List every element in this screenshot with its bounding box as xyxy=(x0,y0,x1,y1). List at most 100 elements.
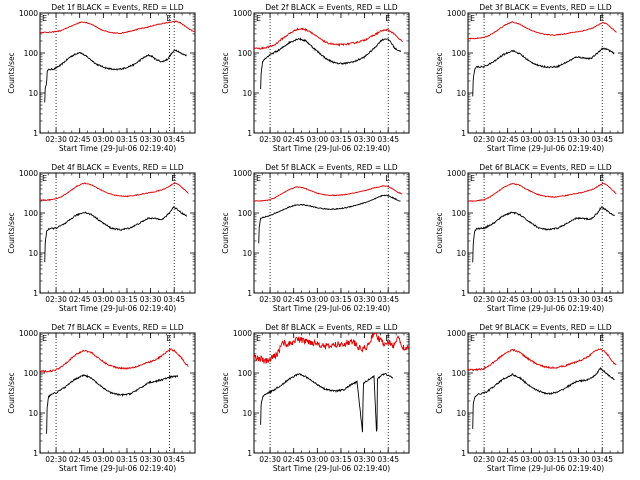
y-tick-label: 1 xyxy=(33,289,38,298)
segment-marker-label: E xyxy=(599,174,604,183)
x-tick-label: 03:15 xyxy=(544,455,566,464)
series-lld-line xyxy=(254,27,403,50)
segment-marker-label: E xyxy=(166,334,171,343)
y-tick-label: 100 xyxy=(238,209,253,218)
y-axis-title: Counts/sec xyxy=(7,212,16,253)
x-tick-label: 03:30 xyxy=(354,455,376,464)
y-tick-label: 10 xyxy=(28,89,38,98)
x-axis-title: Start Time (29-Jul-06 02:19:40) xyxy=(487,464,604,473)
series-events-line xyxy=(44,49,187,103)
y-tick-label: 1 xyxy=(461,289,466,298)
x-tick-label: 03:15 xyxy=(116,135,138,144)
x-tick-label: 03:45 xyxy=(163,455,185,464)
segment-marker-label: E xyxy=(166,14,171,23)
x-tick-label: 03:30 xyxy=(568,135,590,144)
x-tick-label: 02:30 xyxy=(473,295,495,304)
x-axis-title: Start Time (29-Jul-06 02:19:40) xyxy=(59,144,176,153)
plot-frame xyxy=(467,172,624,294)
y-tick-label: 1000 xyxy=(233,169,252,178)
y-axis-title: Counts/sec xyxy=(7,372,16,413)
chart-9: Det 9f BLACK = Events, RED = LLD 1 10 100 10… xyxy=(435,323,624,473)
y-tick-label: 10 xyxy=(456,249,466,258)
segment-marker-label: E xyxy=(470,174,475,183)
chart-title: Det 1f BLACK = Events, RED = LLD xyxy=(51,3,184,12)
x-axis-title: Start Time (29-Jul-06 02:19:40) xyxy=(59,464,176,473)
y-tick-label: 100 xyxy=(238,49,253,58)
plot-frame xyxy=(253,172,410,294)
series-lld-line xyxy=(40,182,189,202)
x-tick-label: 03:30 xyxy=(354,295,376,304)
x-tick-label: 03:15 xyxy=(116,295,138,304)
x-tick-label: 02:30 xyxy=(45,295,67,304)
chart-5: Det 5f BLACK = Events, RED = LLD 1 10 100 10… xyxy=(221,163,410,313)
y-tick-label: 1000 xyxy=(447,9,466,18)
segment-marker-label: E xyxy=(171,174,176,183)
series-events-line xyxy=(46,374,179,434)
x-tick-label: 02:45 xyxy=(283,135,305,144)
y-tick-label: 1 xyxy=(33,129,38,138)
y-tick-label: 1000 xyxy=(447,329,466,338)
y-axis-title: Counts/sec xyxy=(221,212,230,253)
x-axis-title: Start Time (29-Jul-06 02:19:40) xyxy=(59,304,176,313)
y-tick-label: 10 xyxy=(242,409,252,418)
x-tick-label: 03:30 xyxy=(140,295,162,304)
y-tick-label: 100 xyxy=(452,49,467,58)
segment-marker-label: E xyxy=(256,174,261,183)
y-tick-label: 10 xyxy=(242,249,252,258)
plot-frame xyxy=(39,332,196,454)
y-axis-title: Counts/sec xyxy=(435,52,444,93)
y-axis-title: Counts/sec xyxy=(221,372,230,413)
series-lld-line xyxy=(468,20,617,40)
y-tick-label: 1 xyxy=(461,129,466,138)
x-tick-label: 03:15 xyxy=(116,455,138,464)
plot-frame xyxy=(253,12,410,134)
chart-2: Det 2f BLACK = Events, RED = LLD 1 10 100 10… xyxy=(221,3,410,153)
segment-marker-label: E xyxy=(599,14,604,23)
y-tick-label: 1000 xyxy=(19,9,38,18)
series-lld-line xyxy=(468,182,617,202)
y-tick-label: 1000 xyxy=(233,329,252,338)
x-tick-label: 03:15 xyxy=(330,135,352,144)
chart-title: Det 7f BLACK = Events, RED = LLD xyxy=(51,323,184,332)
y-tick-label: 1000 xyxy=(19,329,38,338)
y-tick-label: 1000 xyxy=(19,169,38,178)
x-tick-label: 02:45 xyxy=(283,455,305,464)
x-tick-label: 02:30 xyxy=(45,455,67,464)
x-tick-label: 02:30 xyxy=(473,135,495,144)
y-tick-label: 10 xyxy=(28,249,38,258)
segment-marker-label: E xyxy=(599,334,604,343)
y-tick-label: 100 xyxy=(452,369,467,378)
series-events-line xyxy=(44,206,187,263)
x-tick-label: 03:45 xyxy=(163,135,185,144)
x-axis-title: Start Time (29-Jul-06 02:19:40) xyxy=(273,304,390,313)
x-tick-label: 03:45 xyxy=(163,295,185,304)
y-axis-title: Counts/sec xyxy=(435,372,444,413)
y-tick-label: 1000 xyxy=(447,169,466,178)
y-tick-label: 100 xyxy=(238,369,253,378)
chart-3: Det 3f BLACK = Events, RED = LLD 1 10 100 10… xyxy=(435,3,624,153)
x-tick-label: 03:00 xyxy=(307,455,329,464)
series-lld-line xyxy=(468,348,617,372)
x-tick-label: 03:00 xyxy=(521,455,543,464)
series-events-line xyxy=(472,206,615,263)
segment-marker-label: L xyxy=(385,174,390,183)
segment-marker-label: E xyxy=(470,14,475,23)
segment-marker-label: E xyxy=(256,334,261,343)
y-tick-label: 1 xyxy=(247,289,252,298)
x-tick-label: 03:00 xyxy=(93,295,115,304)
chart-title: Det 6f BLACK = Events, RED = LLD xyxy=(479,163,612,172)
series-events-line xyxy=(260,373,393,433)
y-tick-label: 1 xyxy=(247,449,252,458)
x-tick-label: 03:15 xyxy=(330,295,352,304)
chart-title: Det 2f BLACK = Events, RED = LLD xyxy=(265,3,398,12)
x-tick-label: 02:45 xyxy=(69,135,91,144)
y-tick-label: 1 xyxy=(247,129,252,138)
series-lld-line xyxy=(254,185,403,202)
x-tick-label: 03:30 xyxy=(140,455,162,464)
y-tick-label: 100 xyxy=(24,209,39,218)
x-tick-label: 03:30 xyxy=(140,135,162,144)
x-tick-label: 03:45 xyxy=(377,295,399,304)
x-tick-label: 02:45 xyxy=(283,295,305,304)
